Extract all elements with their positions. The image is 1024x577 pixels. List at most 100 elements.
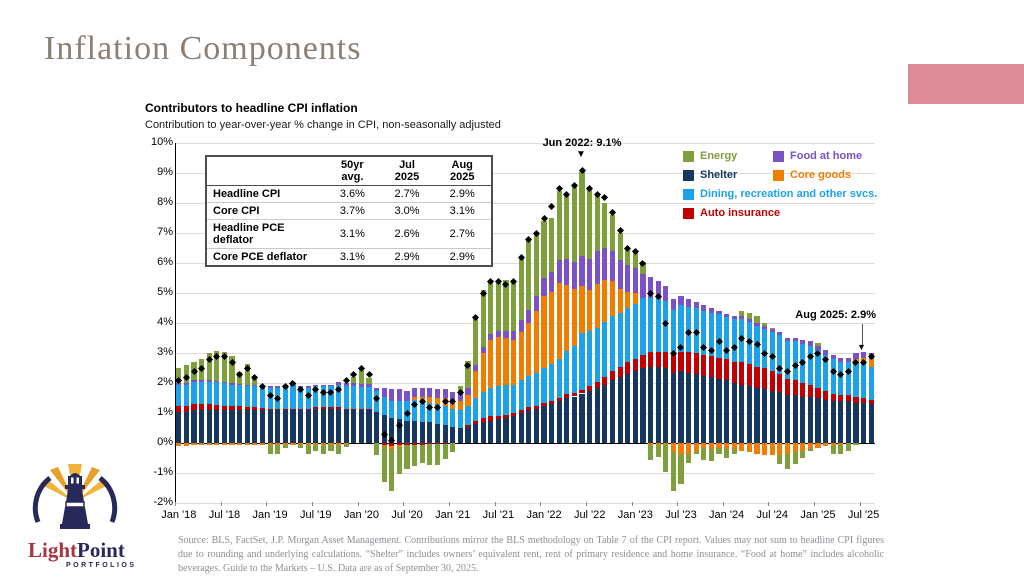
- bar-segment: [845, 357, 851, 362]
- y-axis-tick-label: 2%: [157, 376, 173, 388]
- bar-segment: [632, 359, 638, 371]
- bar-segment: [351, 383, 357, 386]
- bar-segment: [237, 371, 243, 384]
- bar-segment: [693, 302, 699, 308]
- bar-segment: [579, 393, 585, 443]
- bar-segment: [617, 233, 623, 260]
- legend-label: Shelter: [700, 169, 738, 181]
- bar-segment: [655, 299, 661, 352]
- bar-segment: [457, 428, 463, 443]
- x-axis-tick-label: Jul '22: [573, 509, 606, 521]
- bar-segment: [845, 395, 851, 401]
- bar-segment: [686, 443, 692, 454]
- bar-segment: [830, 401, 836, 443]
- bar-segment: [754, 443, 760, 454]
- bar-segment: [526, 309, 532, 323]
- bar-segment: [434, 443, 441, 465]
- bar-segment: [708, 312, 714, 356]
- bar-segment: [511, 330, 517, 340]
- bar-segment: [784, 443, 791, 454]
- bar-segment: [769, 443, 775, 455]
- bar-segment: [784, 341, 791, 379]
- bar-segment: [214, 410, 220, 443]
- bar-segment: [336, 408, 342, 443]
- bar-segment: [495, 282, 501, 331]
- bar-segment: [237, 410, 243, 443]
- bar-segment: [366, 386, 372, 410]
- bar-segment: [305, 445, 311, 455]
- x-axis-tick-label: Jul '23: [665, 509, 697, 521]
- bar-segment: [351, 377, 357, 383]
- bar-segment: [708, 308, 714, 313]
- bar-segment: [252, 384, 258, 386]
- bar-segment: [495, 330, 501, 337]
- bar-segment: [632, 267, 638, 293]
- bar-segment: [328, 407, 334, 409]
- legend-swatch-icon: [773, 150, 784, 162]
- legend-row: Auto insurance: [683, 207, 888, 219]
- bar-segment: [822, 390, 829, 400]
- row-label: Headline PCE deflator: [206, 219, 325, 249]
- bar-segment: [754, 323, 760, 326]
- x-axis-tick: [585, 502, 587, 506]
- bar-segment: [252, 410, 258, 443]
- bar-segment: [549, 404, 555, 443]
- y-axis-tick-label: 4%: [157, 316, 173, 328]
- bar-segment: [320, 384, 326, 386]
- y-axis-tick-label: 6%: [157, 256, 173, 268]
- bar-segment: [229, 410, 235, 443]
- cell-value: 2.7%: [433, 219, 492, 249]
- bar-segment: [434, 423, 441, 443]
- bar-segment: [404, 443, 410, 445]
- bar-segment: [792, 443, 798, 452]
- bar-segment: [784, 453, 791, 469]
- legend-item: Core goods: [773, 169, 851, 181]
- bar-segment: [564, 284, 570, 351]
- bar-segment: [724, 443, 730, 449]
- legend-label: Core goods: [790, 169, 852, 181]
- bar-segment: [374, 387, 380, 391]
- bar-segment: [533, 296, 539, 311]
- bar-segment: [602, 377, 608, 385]
- bar-segment: [511, 413, 517, 416]
- bar-segment: [206, 380, 212, 382]
- bar-segment: [701, 375, 707, 443]
- bar-segment: [419, 401, 425, 422]
- bar-segment: [678, 305, 684, 352]
- bar-segment: [526, 410, 532, 443]
- bar-segment: [336, 384, 342, 407]
- bar-segment: [320, 408, 326, 443]
- bar-segment: [708, 443, 714, 449]
- bar-segment: [602, 248, 608, 280]
- bar-segment: [830, 393, 836, 401]
- bar-segment: [343, 443, 349, 444]
- bar-segment: [792, 341, 798, 380]
- bar-segment: [503, 414, 509, 418]
- accent-banner: [908, 64, 1024, 104]
- bar-segment: [670, 299, 676, 310]
- bar-segment: [777, 392, 783, 443]
- cpi-summary-table: 50yr avg. Jul 2025 Aug 2025 Headline CPI…: [205, 155, 493, 267]
- bar-segment: [777, 374, 783, 392]
- bar-segment: [670, 372, 676, 443]
- bar-segment: [716, 314, 722, 358]
- bar-segment: [488, 333, 494, 340]
- bar-segment: [282, 444, 288, 448]
- bar-segment: [564, 350, 570, 395]
- bar-segment: [678, 296, 684, 305]
- legend-row: Shelter Core goods: [683, 169, 888, 181]
- bar-segment: [176, 368, 182, 383]
- bar-segment: [518, 413, 524, 443]
- headline-cpi-marker: [601, 193, 609, 201]
- x-axis-tick-label: Jul '21: [482, 509, 515, 521]
- bar-segment: [670, 309, 676, 355]
- x-axis-tick: [311, 502, 313, 506]
- bar-segment: [199, 410, 205, 443]
- gridline: [175, 503, 875, 504]
- bar-segment: [183, 405, 189, 412]
- x-axis-tick: [631, 502, 633, 506]
- bar-segment: [244, 386, 250, 407]
- bar-segment: [244, 407, 250, 410]
- bar-segment: [229, 383, 235, 385]
- legend-item: Food at home: [773, 150, 862, 162]
